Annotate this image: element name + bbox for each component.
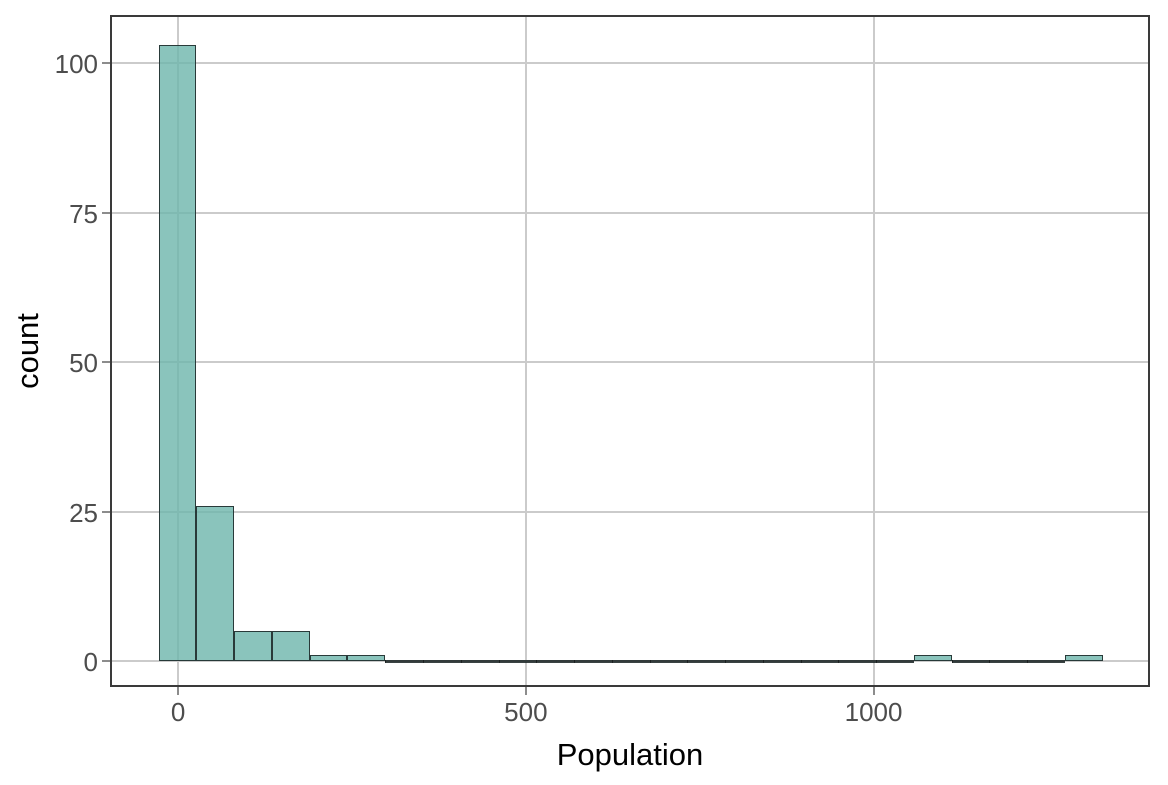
histogram-zero-bin [951, 660, 990, 664]
histogram-zero-bin [800, 660, 839, 664]
y-tick-100 [102, 62, 110, 65]
gridline-y-25 [112, 510, 1148, 513]
histogram-zero-bin [989, 660, 1028, 664]
x-tick-1000 [872, 687, 875, 695]
y-tick-label-100: 100 [54, 49, 98, 80]
x-tick-label-500: 500 [504, 697, 548, 727]
x-tick-label-1000: 1000 [844, 697, 903, 727]
histogram-bar [913, 655, 952, 662]
y-tick-label-25: 25 [69, 497, 98, 528]
histogram-zero-bin [498, 660, 537, 664]
y-tick-label-75: 75 [69, 198, 98, 229]
histogram-zero-bin [649, 660, 688, 664]
histogram-zero-bin [687, 660, 726, 664]
gridline-y-75 [112, 211, 1148, 214]
plot-panel [110, 15, 1150, 687]
histogram-bar [196, 505, 235, 662]
gridline-x-1000 [872, 17, 875, 685]
gridline-y-100 [112, 62, 1148, 65]
histogram-zero-bin [574, 660, 612, 664]
y-tick-label-0: 0 [83, 647, 98, 678]
y-tick-0 [102, 660, 110, 663]
histogram-zero-bin [725, 660, 763, 664]
x-tick-0 [177, 687, 180, 695]
gridline-x-500 [524, 17, 527, 685]
histogram-zero-bin [611, 660, 650, 664]
histogram-zero-bin [536, 660, 575, 664]
gridline-y-50 [112, 361, 1148, 364]
histogram-zero-bin [1027, 660, 1065, 664]
histogram-bar [347, 655, 386, 662]
histogram-bar [309, 655, 348, 662]
histogram-zero-bin [385, 660, 423, 664]
y-tick-25 [102, 510, 110, 513]
histogram-bar [158, 45, 197, 662]
y-axis-title: count [10, 313, 45, 389]
histogram-zero-bin [762, 660, 801, 664]
histogram-bar [271, 631, 310, 662]
histogram-zero-bin [460, 660, 499, 664]
x-tick-label-0: 0 [170, 697, 186, 727]
histogram-bar [1064, 655, 1103, 662]
histogram-zero-bin [423, 660, 461, 664]
y-tick-50 [102, 361, 110, 364]
y-tick-75 [102, 211, 110, 214]
histogram-zero-bin [876, 660, 914, 664]
histogram-bar [234, 631, 272, 662]
y-tick-label-50: 50 [69, 348, 98, 379]
histogram-zero-bin [838, 660, 877, 664]
x-tick-500 [524, 687, 527, 695]
x-axis-title: Population [556, 737, 704, 772]
